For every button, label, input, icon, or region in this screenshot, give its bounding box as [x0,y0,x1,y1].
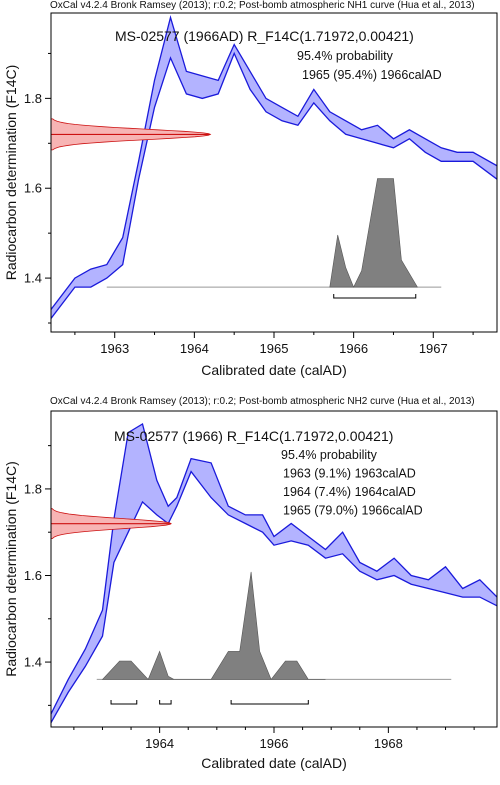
panel-header: OxCal v4.2.4 Bronk Ramsey (2013); r:0.2;… [50,0,475,11]
y-axis-label: Radiocarbon determination (F14C) [3,461,19,677]
y-tick-label: 1.6 [24,181,42,196]
calibration-curve-lower [51,51,497,319]
probability-annotation: 1965 (95.4%) 1966calAD [302,68,442,82]
posterior-distribution [329,178,418,288]
calibration-curve-band [51,424,497,723]
calibration-plot-nh1: 1963 1964 1965 1966 1967 1.4 1.6 1.8 Calibrated … [3,12,498,378]
chart-title: MS-02577 (1966AD) R_F14C(1.71972,0.00421… [115,28,414,44]
x-tick-label: 1967 [419,341,448,356]
probability-annotation: 95.4% probability [297,49,394,63]
calibration-panel-nh1: OxCal v4.2.4 Bronk Ramsey (2013); r:0.2;… [0,0,500,389]
range-bracket-954 [230,700,309,705]
y-axis-label: Radiocarbon determination (F14C) [3,65,19,281]
calibration-plot-nh2: 1964 1966 1968 1.4 1.6 1.8 Calibrated date (ca… [3,410,498,771]
probability-annotation: 1965 (79.0%) 1966calAD [283,504,423,518]
x-tick-label: 1966 [339,341,368,356]
posterior-distribution [101,571,326,680]
y-tick-label: 1.4 [24,271,42,286]
chart-title: MS-02577 (1966) R_F14C(1.71972,0.00421) [114,428,393,444]
y-tick-label: 1.6 [24,568,42,583]
x-tick-label: 1964 [145,736,174,751]
calibration-curve-lower [51,470,497,724]
x-tick-label: 1966 [260,736,289,751]
calibration-curve-upper [51,422,497,715]
plot-frame [50,12,498,333]
x-axis-label: Calibrated date (calAD) [201,755,347,771]
y-tick-label: 1.8 [24,91,42,106]
probability-annotation: 1964 (7.4%) 1964calAD [283,485,416,499]
x-tick-label: 1968 [374,736,403,751]
x-axis-label: Calibrated date (calAD) [201,362,347,378]
panel-header: OxCal v4.2.4 Bronk Ramsey (2013); r:0.2;… [50,396,475,407]
plot-area [51,15,497,319]
calibration-curve-band [51,17,497,319]
range-bracket-954 [159,700,172,705]
y-tick-label: 1.4 [24,655,42,670]
calibration-panel-nh2: OxCal v4.2.4 Bronk Ramsey (2013); r:0.2;… [0,396,500,785]
probability-annotation: 1963 (9.1%) 1963calAD [283,467,416,481]
calibration-curve-upper [51,15,497,310]
range-bracket-954 [333,294,417,299]
range-bracket-954 [110,700,138,705]
probability-annotation: 95.4% probability [281,448,378,462]
x-tick-label: 1963 [100,341,129,356]
x-tick-label: 1964 [180,341,209,356]
plot-area [51,422,497,724]
x-tick-label: 1965 [260,341,289,356]
y-tick-label: 1.8 [24,481,42,496]
